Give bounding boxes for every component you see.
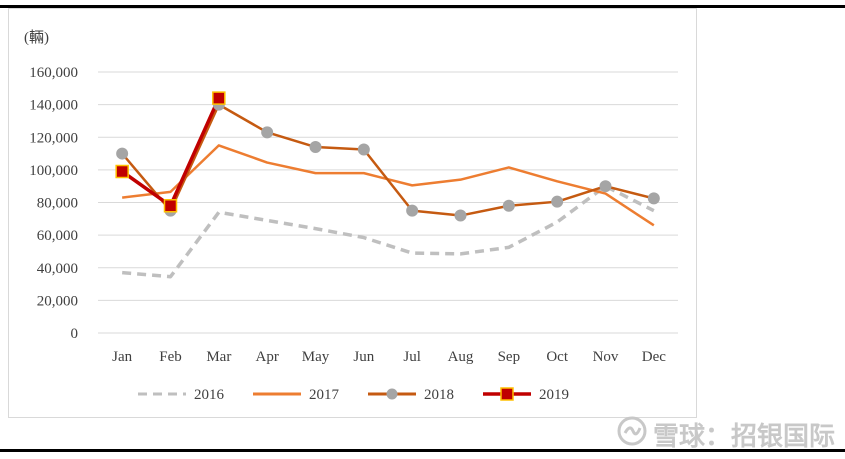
data-point-2018	[551, 195, 564, 208]
x-tick-label: Nov	[593, 349, 619, 365]
y-tick-label: 0	[71, 326, 79, 342]
data-point-2018	[454, 209, 467, 222]
chart-frame	[8, 8, 697, 418]
legend-label-2016: 2016	[194, 387, 225, 403]
watermark-text: 雪球：招银国际	[652, 421, 835, 452]
series-line-2018	[121, 103, 655, 217]
data-point-2018	[261, 126, 274, 139]
y-tick-labels: 0 20,000 40,000 60,000 80,000 100,000 120,000 1…	[29, 65, 78, 342]
y-tick-label: 80,000	[37, 196, 78, 212]
y-tick-label: 40,000	[37, 261, 78, 277]
y-tick-label: 140,000	[29, 98, 78, 114]
top-rule	[0, 5, 845, 8]
data-point-2018	[647, 192, 660, 205]
x-tick-label: Jan	[112, 349, 132, 365]
x-tick-label: Jun	[353, 349, 374, 365]
data-point-2018	[309, 141, 322, 154]
y-tick-label: 160,000	[29, 65, 78, 81]
data-point-2018	[599, 180, 612, 193]
x-tick-label: Jul	[403, 349, 421, 365]
y-tick-label: 60,000	[37, 228, 78, 244]
x-tick-label: Apr	[256, 349, 279, 365]
x-tick-label: May	[302, 349, 330, 365]
x-tick-labels: Jan Feb Mar Apr May Jun Jul Aug Sep Oct Nov Dec	[112, 349, 666, 365]
legend-label-2019: 2019	[539, 387, 569, 403]
snowball-logo-icon	[617, 416, 647, 453]
data-point-2019	[163, 199, 178, 213]
data-point-2019	[115, 164, 129, 179]
bottom-rule	[0, 449, 845, 452]
y-tick-label: 20,000	[37, 293, 78, 309]
series-markers	[115, 91, 660, 222]
legend-label-2017: 2017	[309, 387, 340, 403]
series-lines	[121, 97, 655, 279]
x-tick-label: Aug	[448, 349, 474, 365]
series-line-2016	[122, 184, 655, 279]
legend-label-2018: 2018	[424, 387, 454, 403]
series-line-2017	[122, 144, 655, 227]
legend-marker-2018	[386, 388, 398, 400]
y-tick-label: 100,000	[29, 163, 78, 179]
gridlines	[98, 71, 678, 334]
x-tick-label: Feb	[159, 349, 182, 365]
y-unit-label: (輛)	[24, 29, 49, 46]
x-tick-label: Sep	[498, 349, 521, 365]
series-line-2019	[121, 97, 221, 208]
legend-marker-2019	[500, 387, 514, 401]
legend: 2016 2017 2018 2019	[138, 387, 569, 403]
x-tick-label: Dec	[642, 349, 666, 365]
data-point-2018	[357, 143, 370, 156]
data-point-2018	[406, 204, 419, 217]
data-point-2018	[502, 199, 515, 212]
data-point-2019	[212, 91, 226, 105]
watermark: 雪球：招银国际	[617, 416, 835, 453]
x-tick-label: Oct	[546, 349, 568, 365]
data-point-2018	[116, 147, 129, 160]
y-tick-label: 120,000	[29, 130, 78, 146]
x-tick-label: Mar	[206, 349, 231, 365]
